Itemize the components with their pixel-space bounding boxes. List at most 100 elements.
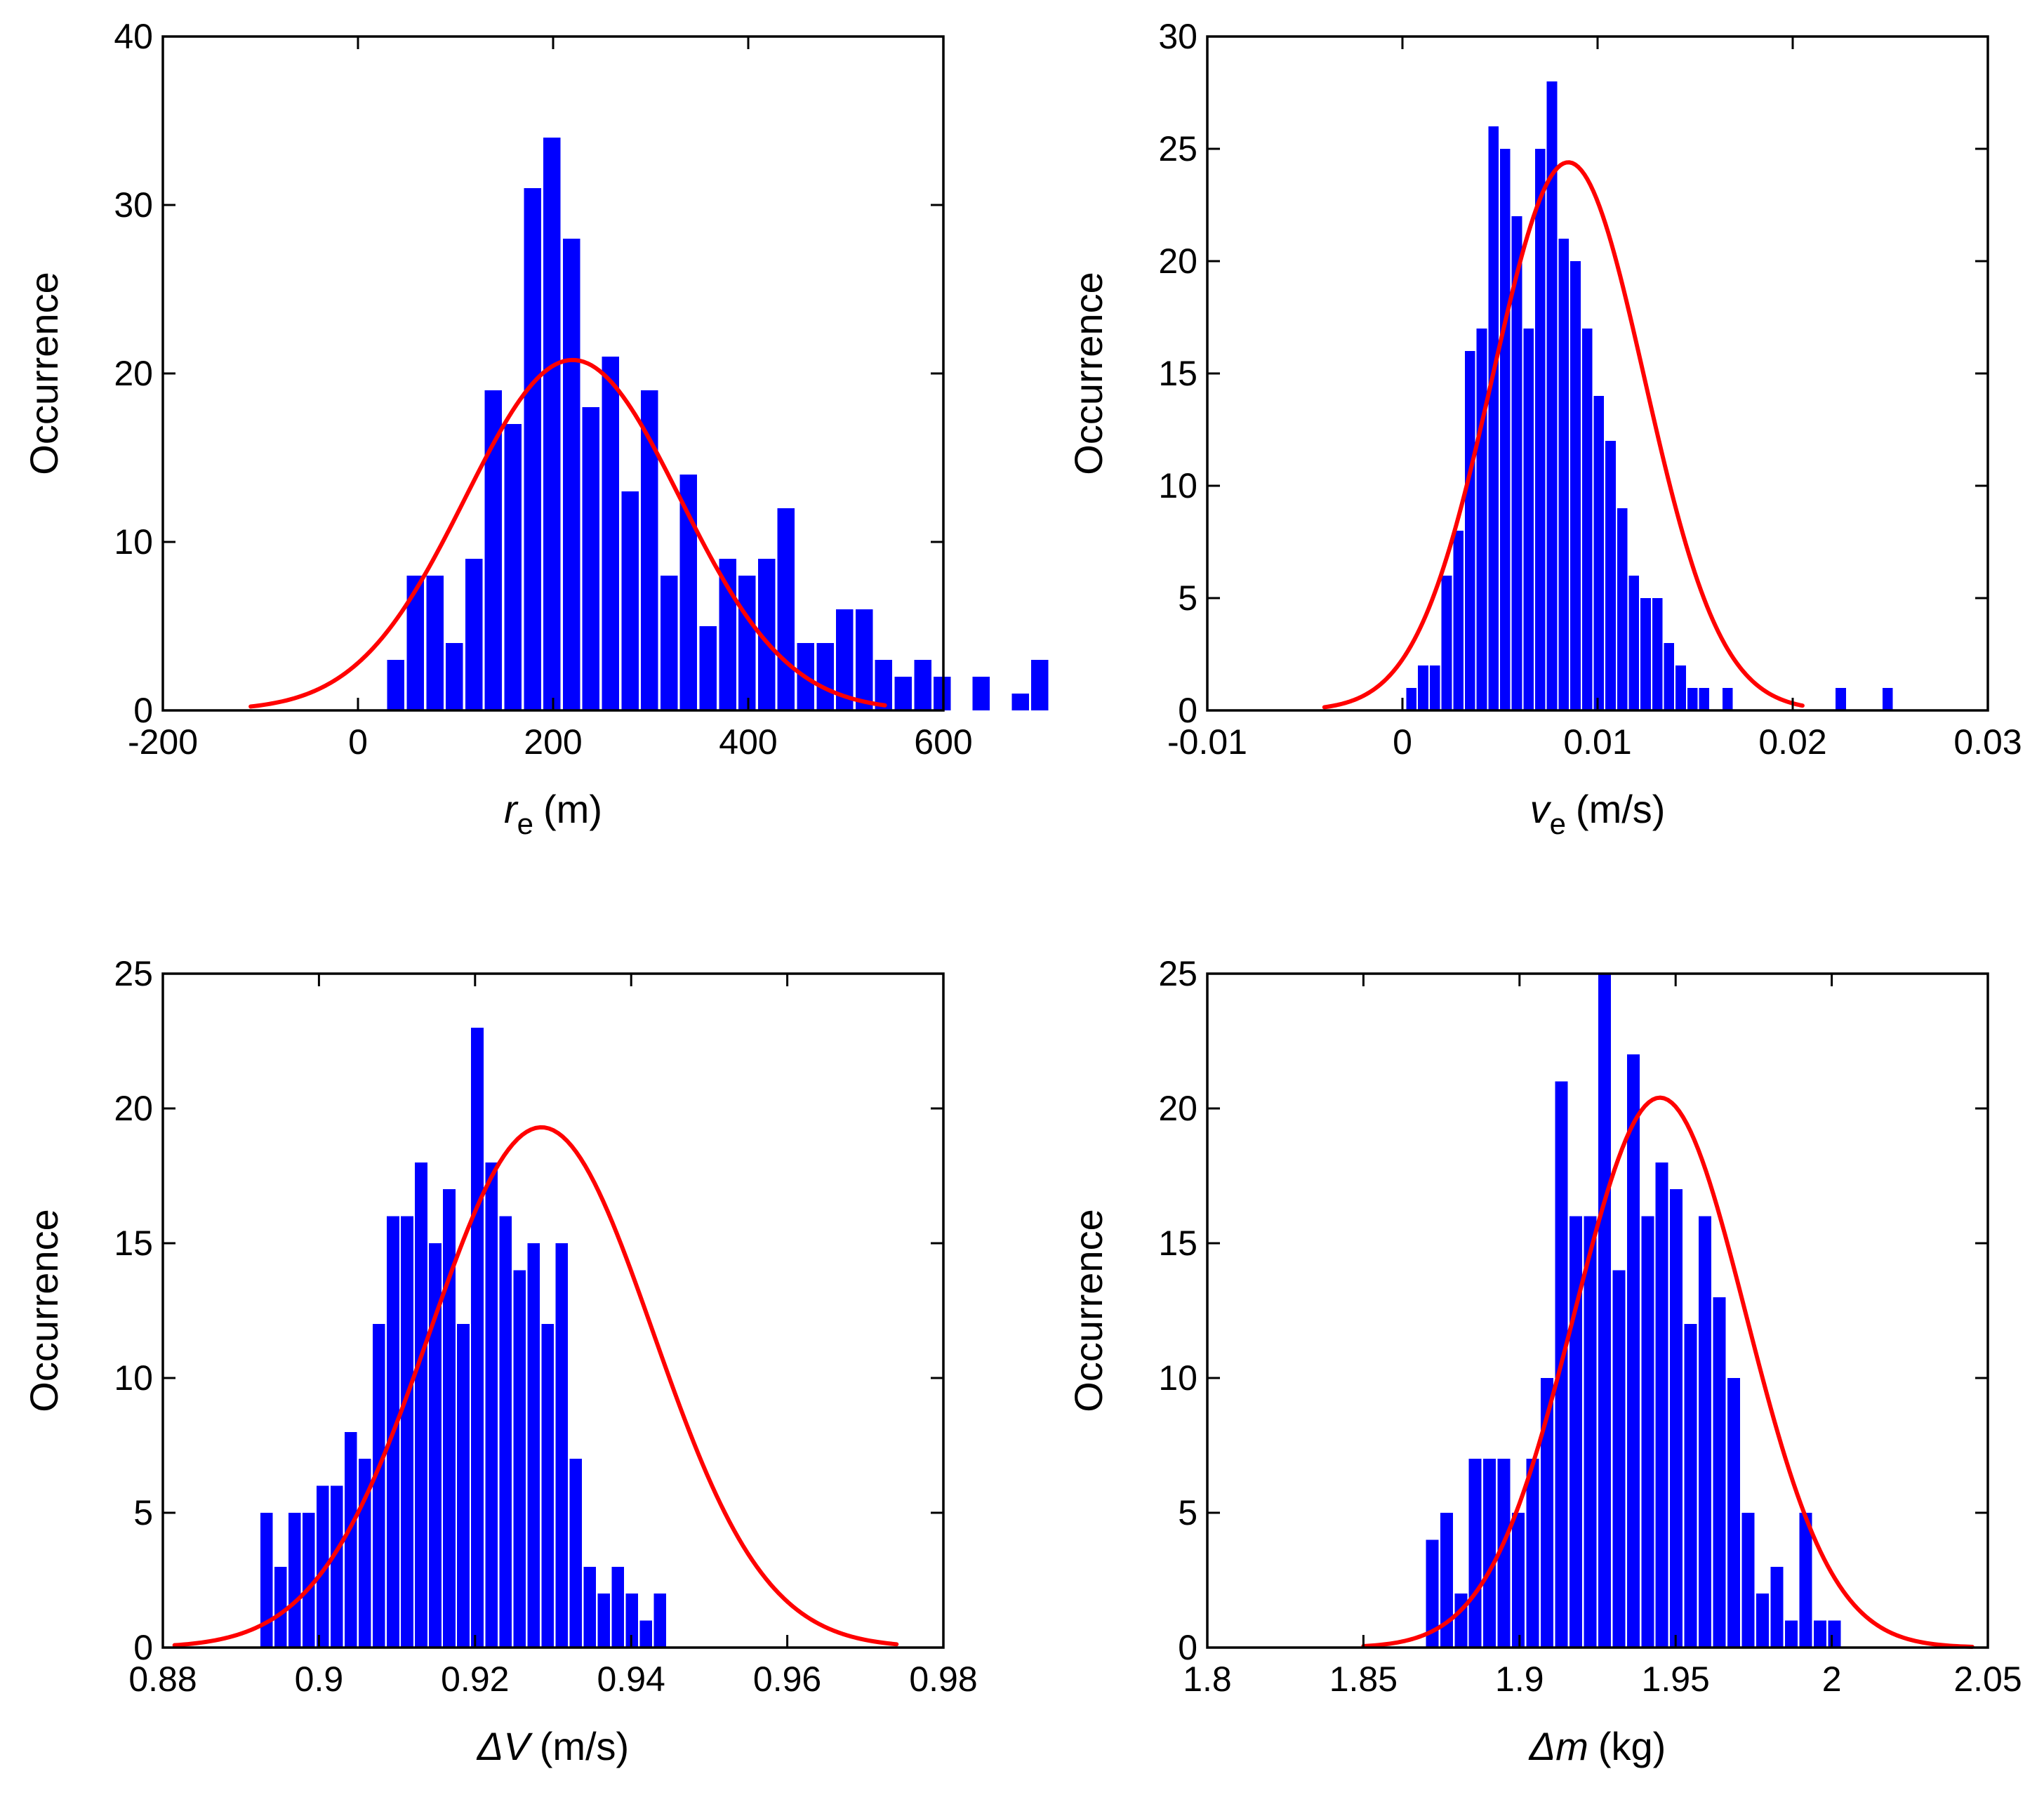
histogram-bar	[373, 1324, 385, 1648]
histogram-bar	[1464, 351, 1475, 710]
y-tick-label: 25	[1158, 954, 1197, 993]
histogram-bar	[1440, 1513, 1453, 1648]
histogram-bar	[1598, 974, 1611, 1648]
histogram-bar	[699, 626, 717, 710]
histogram-bar	[1468, 1459, 1482, 1648]
histogram-bar	[426, 576, 444, 710]
histogram-bar	[303, 1513, 315, 1648]
histogram-bar	[443, 1189, 456, 1648]
y-tick-label: 10	[114, 1358, 153, 1398]
histogram-bar	[1570, 261, 1581, 710]
x-tick-label: 1.8	[1183, 1659, 1232, 1699]
histogram-panel-ve: -0.01 0 0.01 0.02 0.03051015202530Occurrence…	[1066, 17, 2022, 840]
histogram-panel-delta-m: 1.8 1.85 1.9 1.95 2 2.05 0 5 10 15 20 25 Occurrence Δ…	[1066, 954, 2022, 1768]
histogram-bar	[1454, 1594, 1468, 1648]
x-axis-unit: (m/s)	[1576, 787, 1666, 831]
histogram-bar	[625, 1594, 639, 1648]
histogram-bar	[317, 1485, 329, 1648]
y-tick-label: 20	[1158, 1089, 1197, 1128]
histogram-bar	[429, 1243, 442, 1648]
histogram-bar	[446, 643, 463, 710]
y-tick-label: 30	[1158, 17, 1197, 56]
bars	[1426, 974, 1841, 1648]
x-axis-symbol: ΔV	[476, 1724, 533, 1768]
histogram-bar	[555, 1243, 568, 1648]
histogram-bar	[1441, 576, 1452, 710]
histogram-bar	[1699, 688, 1710, 710]
histogram-bar	[471, 1027, 484, 1648]
histogram-bar	[583, 1566, 596, 1648]
x-tick-label: -200	[128, 722, 198, 762]
histogram-bar	[484, 390, 503, 710]
histogram-bar	[1641, 1216, 1654, 1648]
histogram-bar	[738, 576, 756, 710]
x-axis-symbol: Δm	[1528, 1724, 1588, 1768]
histogram-bar	[894, 677, 912, 710]
histogram-bar	[1581, 329, 1593, 710]
x-axis-unit: (m)	[543, 787, 602, 831]
histogram-bar	[1406, 688, 1417, 710]
histogram-panel-delta-v: 0.88 0.9 0.92 0.94 0.96 0.98 0 5 10 15 20 25 Occurre…	[22, 954, 978, 1768]
histogram-bar	[541, 1324, 554, 1648]
histogram-bar	[1593, 396, 1605, 710]
histogram-bar	[1628, 576, 1640, 710]
y-tick-label: 20	[114, 1089, 153, 1128]
y-tick-label: 5	[1178, 578, 1197, 618]
x-tick-label: -0.01	[1167, 722, 1247, 762]
histogram-bar	[855, 609, 873, 710]
y-tick-label: 0	[1178, 1628, 1197, 1667]
x-tick-label: 0.02	[1758, 722, 1826, 762]
histogram-bar	[639, 1620, 653, 1648]
histogram-bar	[1526, 1459, 1539, 1648]
histogram-bar	[1429, 665, 1440, 710]
histogram-bar	[597, 1594, 610, 1648]
histogram-bar	[1497, 1459, 1511, 1648]
x-axis-unit: (m/s)	[540, 1724, 630, 1768]
axes-frame	[1206, 972, 1989, 1649]
histogram-bar	[1535, 149, 1546, 710]
normal-fit-curve	[1361, 1095, 1975, 1649]
histogram-bar	[274, 1566, 287, 1648]
histogram-bar	[611, 1566, 625, 1648]
x-axis-subscript: e	[517, 807, 533, 840]
y-tick-label: 10	[1158, 466, 1197, 505]
histogram-bar	[513, 1270, 526, 1648]
histogram-bar	[543, 138, 561, 710]
histogram-bar	[816, 643, 834, 710]
histogram-bar	[1418, 665, 1428, 710]
histogram-bar	[660, 576, 678, 710]
y-tick-label: 0	[1178, 691, 1197, 730]
x-tick-label: 2.05	[1953, 1659, 2022, 1699]
histogram-bar	[719, 559, 736, 710]
histogram-bar	[1612, 1270, 1626, 1648]
histogram-bar	[1640, 598, 1651, 710]
x-tick-label: 1.95	[1642, 1659, 1710, 1699]
histogram-bar	[1031, 660, 1049, 710]
y-tick-label: 10	[1158, 1358, 1197, 1398]
x-axis-label: ΔV (m/s)	[476, 1724, 629, 1768]
x-axis-subscript: e	[1550, 807, 1566, 840]
histogram-bar	[527, 1243, 540, 1648]
histogram-bar	[914, 660, 931, 710]
y-tick-label: 15	[114, 1224, 153, 1263]
y-tick-label: 10	[114, 522, 153, 562]
histogram-bar	[1670, 1189, 1683, 1648]
histogram-bar	[1617, 508, 1628, 710]
x-tick-label: 0.94	[597, 1659, 665, 1699]
x-tick-label: 2	[1822, 1659, 1842, 1699]
histogram-bar	[1784, 1620, 1798, 1648]
histogram-bar	[1546, 81, 1558, 710]
histogram-bar	[602, 357, 619, 710]
histogram-bar	[1813, 1620, 1826, 1648]
histogram-bar	[387, 660, 405, 710]
x-axis-symbol: v	[1530, 787, 1552, 831]
histogram-bar	[406, 576, 424, 710]
x-tick-label: 200	[524, 722, 582, 762]
x-tick-label: 1.85	[1329, 1659, 1398, 1699]
histogram-bar	[1713, 1297, 1726, 1648]
histogram-bar	[401, 1216, 413, 1648]
histogram-bar	[1699, 1216, 1712, 1648]
y-tick-label: 40	[114, 17, 153, 56]
histogram-bar	[1882, 688, 1893, 710]
